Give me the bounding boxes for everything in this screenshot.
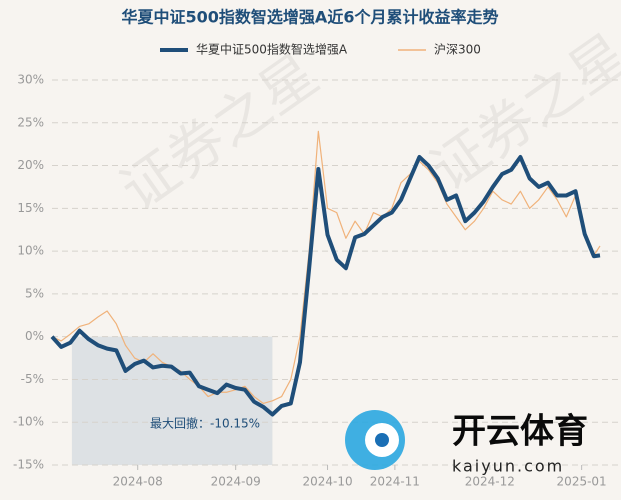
x-tick-label: 2024-09 [211, 475, 261, 489]
y-tick-label: 25% [17, 115, 44, 129]
logo-ball-center [375, 433, 389, 447]
legend-label: 沪深300 [434, 43, 481, 57]
chart-title: 华夏中证500指数智选增强A近6个月累计收益率走势 [122, 8, 499, 27]
drawdown-label: 最大回撤：-10.15% [150, 416, 260, 431]
y-tick-label: 15% [17, 201, 44, 215]
y-tick-label: 30% [17, 73, 44, 87]
logo-site: kaiyun.com [452, 457, 564, 476]
drawdown-area [71, 336, 273, 465]
series-line [50, 155, 601, 417]
y-tick-label: 5% [25, 286, 44, 300]
x-tick-label: 2025-01 [557, 475, 607, 489]
logo: 开云体育 kaiyun.com [345, 410, 588, 476]
y-tick-label: 20% [17, 158, 44, 172]
x-tick-label: 2024-08 [113, 475, 163, 489]
y-tick-label: 10% [17, 244, 44, 258]
legend-label: 华夏中证500指数智选增强A [196, 42, 348, 57]
y-tick-label: -10% [13, 415, 44, 429]
x-tick-label: 2024-11 [370, 475, 420, 489]
y-tick-label: 0% [25, 329, 44, 343]
x-tick-label: 2024-10 [302, 475, 352, 489]
logo-name: 开云体育 [452, 412, 588, 452]
y-tick-label: -5% [21, 372, 44, 386]
x-tick-label: 2024-12 [465, 475, 515, 489]
y-tick-label: -15% [13, 458, 44, 472]
